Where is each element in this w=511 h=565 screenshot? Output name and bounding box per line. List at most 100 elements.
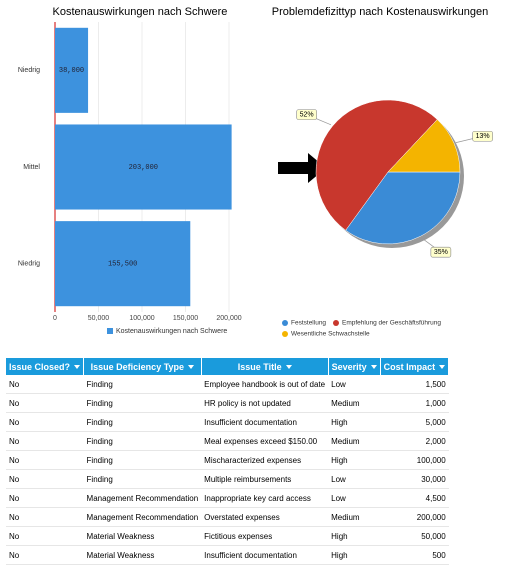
table-cell: No bbox=[6, 488, 84, 508]
header-text: Issue Title bbox=[237, 361, 282, 372]
column-header[interactable]: Issue Closed? bbox=[6, 358, 85, 375]
table-row: No Finding HR policy is not updated Medium 1… bbox=[6, 393, 449, 413]
header-text: Issue Closed? bbox=[9, 361, 71, 372]
table-row: No Management Recommendation Overstated ex… bbox=[6, 507, 449, 527]
data-label: 13% bbox=[476, 133, 490, 140]
table-cell: Finding bbox=[83, 469, 202, 489]
table-cell: Medium bbox=[328, 431, 381, 451]
label-box bbox=[430, 246, 452, 258]
table-cell: Management Recommendation bbox=[83, 507, 202, 527]
data-label: 203,000 bbox=[129, 164, 158, 172]
table-row: No Finding Employee handbook is out of dat… bbox=[6, 375, 449, 394]
x-tick-label: 150,000 bbox=[173, 315, 198, 322]
table-cell: No bbox=[6, 412, 84, 432]
table-row: No Finding Multiple reimbursements Low 30,00… bbox=[6, 469, 449, 489]
arrow-icon bbox=[278, 153, 326, 183]
table-cell: 2,000 bbox=[380, 431, 449, 451]
y-tick-label: Mittel bbox=[23, 164, 40, 171]
table-cell: 5,000 bbox=[380, 412, 449, 432]
label-box bbox=[296, 109, 317, 120]
table-cell: Low bbox=[328, 469, 381, 489]
table-cell: Multiple reimbursements bbox=[201, 469, 329, 489]
bar bbox=[55, 124, 232, 210]
pie-slice bbox=[315, 99, 438, 231]
table-cell: Mischaracterized expenses bbox=[201, 450, 329, 470]
legend-swatch bbox=[282, 331, 288, 337]
pie-slice bbox=[345, 171, 461, 245]
table-cell: Overstated expenses bbox=[201, 507, 329, 527]
column-header[interactable]: Cost Impact bbox=[380, 358, 450, 375]
table-cell: Finding bbox=[83, 431, 202, 451]
y-tick-label: Niedrig bbox=[18, 67, 40, 74]
legend-label: Empfehlung der Geschäftsführung bbox=[342, 320, 441, 327]
table-cell: 200,000 bbox=[380, 507, 449, 527]
column-header[interactable]: Severity bbox=[328, 358, 381, 375]
table-cell: Finding bbox=[83, 412, 202, 432]
legend-swatch bbox=[333, 320, 339, 326]
table-row: No Finding Mischaracterized expenses High 10… bbox=[6, 450, 449, 470]
table-cell: No bbox=[6, 507, 84, 527]
table-row: No Finding Insufficient documentation High 5… bbox=[6, 412, 449, 432]
data-label: 38,000 bbox=[59, 67, 84, 75]
label-box bbox=[472, 130, 493, 142]
table-cell: No bbox=[6, 393, 84, 413]
column-header[interactable]: Issue Title bbox=[201, 358, 329, 375]
legend-swatch bbox=[282, 320, 288, 326]
header-text: Cost Impact bbox=[383, 361, 436, 372]
header-text: Issue Deficiency Type bbox=[90, 361, 185, 372]
dropdown-icon[interactable] bbox=[74, 365, 81, 370]
column-header[interactable]: Issue Deficiency Type bbox=[83, 358, 202, 375]
y-tick-label: Niedrig bbox=[18, 261, 40, 268]
table-cell: 100,000 bbox=[380, 450, 449, 470]
table-cell: Low bbox=[328, 375, 381, 394]
chart-title: Problemdefizittyp nach Kostenauswirkunge… bbox=[272, 6, 488, 18]
table-cell: Inappropriate key card access bbox=[201, 488, 329, 508]
dropdown-icon[interactable] bbox=[285, 365, 292, 370]
table-cell: HR policy is not updated bbox=[201, 393, 329, 413]
bar bbox=[55, 27, 89, 113]
table-cell: High bbox=[328, 526, 381, 546]
table-cell: Fictitious expenses bbox=[201, 526, 329, 546]
table-cell: High bbox=[328, 412, 381, 432]
charts: Kostenauswirkungen nach Schwere 0 50,000 10… bbox=[18, 6, 493, 338]
x-tick-label: 0 bbox=[53, 315, 57, 322]
bar bbox=[55, 221, 191, 307]
data-label: 35% bbox=[434, 249, 448, 256]
dropdown-icon[interactable] bbox=[370, 365, 377, 370]
table-cell: No bbox=[6, 469, 84, 489]
table-cell: Medium bbox=[328, 393, 381, 413]
table-cell: Management Recommendation bbox=[83, 488, 202, 508]
data-label: 155,500 bbox=[108, 261, 137, 269]
dropdown-icon[interactable] bbox=[439, 365, 446, 370]
table-cell: Low bbox=[328, 488, 381, 508]
table-cell: Employee handbook is out of date bbox=[201, 375, 329, 394]
table-cell: Medium bbox=[328, 507, 381, 527]
table-cell: 50,000 bbox=[380, 526, 449, 546]
header-text: Severity bbox=[331, 361, 367, 372]
table-cell: 1,500 bbox=[380, 375, 449, 394]
table-row: No Material Weakness Fictitious expenses Hi… bbox=[6, 526, 449, 546]
table-cell: No bbox=[6, 526, 84, 546]
table-cell: Insufficient documentation bbox=[201, 412, 329, 432]
x-tick-label: 50,000 bbox=[88, 315, 110, 322]
table-row: No Finding Meal expenses exceed $150.00 Med… bbox=[6, 431, 449, 451]
legend-label: Kostenauswirkungen nach Schwere bbox=[116, 328, 227, 335]
table-row: No Management Recommendation Inappropriate… bbox=[6, 488, 449, 508]
table-cell: 4,500 bbox=[380, 488, 449, 508]
table-cell: 1,000 bbox=[380, 393, 449, 413]
table-cell: No bbox=[6, 375, 84, 394]
dropdown-icon[interactable] bbox=[188, 365, 195, 370]
x-tick-label: 100,000 bbox=[129, 315, 154, 322]
table-cell: 30,000 bbox=[380, 469, 449, 489]
table-cell: Finding bbox=[83, 375, 202, 394]
table-cell: High bbox=[328, 450, 381, 470]
legend-label: Feststellung bbox=[291, 320, 326, 327]
legend-label: Wesentliche Schwachstelle bbox=[291, 331, 370, 338]
data-label: 52% bbox=[300, 111, 314, 118]
table-cell: Finding bbox=[83, 393, 202, 413]
table-cell: Finding bbox=[83, 450, 202, 470]
chart-title: Kostenauswirkungen nach Schwere bbox=[53, 6, 228, 18]
issues-table: Issue Closed? Issue Deficiency Type Issue … bbox=[6, 358, 450, 565]
x-tick-label: 200,000 bbox=[216, 315, 241, 322]
